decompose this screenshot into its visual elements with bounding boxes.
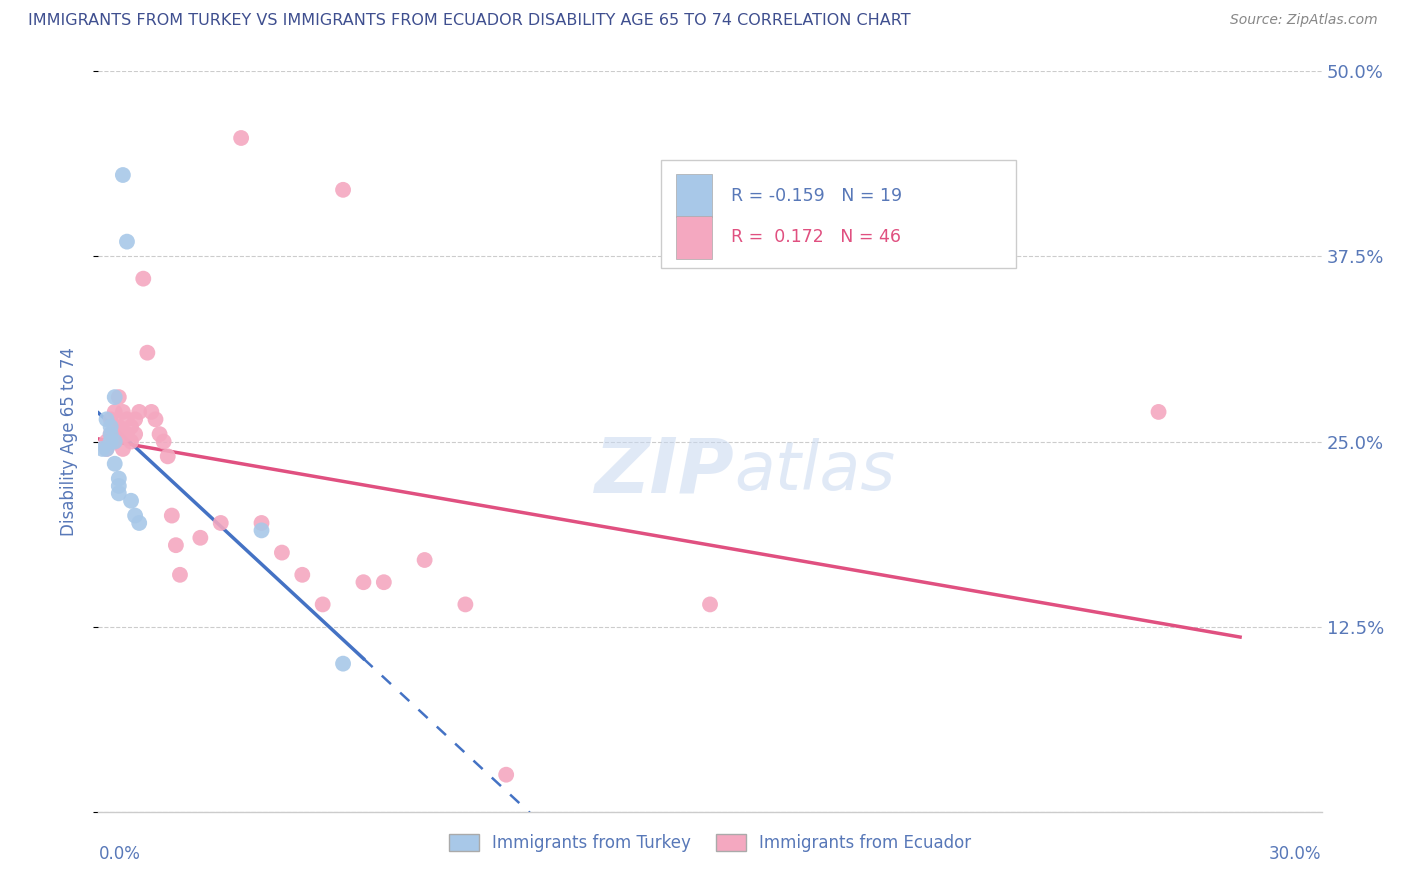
Point xyxy=(188,531,212,545)
Point xyxy=(120,419,142,434)
Text: 0.0%: 0.0% xyxy=(98,845,141,863)
Text: atlas: atlas xyxy=(734,438,896,504)
Text: R = -0.159   N = 19: R = -0.159 N = 19 xyxy=(731,186,903,205)
Point xyxy=(96,412,118,426)
Point xyxy=(128,405,150,419)
Point xyxy=(115,235,138,249)
Point xyxy=(128,516,150,530)
Point xyxy=(454,598,477,612)
Point xyxy=(96,442,118,456)
Point xyxy=(96,442,118,456)
Point xyxy=(312,598,335,612)
Point xyxy=(250,524,273,538)
Point xyxy=(145,412,167,426)
Y-axis label: Disability Age 65 to 74: Disability Age 65 to 74 xyxy=(59,347,77,536)
Point xyxy=(115,412,138,426)
Point xyxy=(100,434,122,449)
Point xyxy=(100,412,122,426)
Point xyxy=(124,412,146,426)
Point xyxy=(108,471,131,485)
Point xyxy=(270,546,294,560)
Point xyxy=(132,271,155,285)
Point xyxy=(104,405,127,419)
Point xyxy=(111,168,134,182)
Point xyxy=(124,427,146,442)
Bar xyxy=(676,174,713,218)
Point xyxy=(124,508,146,523)
Point xyxy=(108,427,131,442)
Point xyxy=(115,427,138,442)
Point xyxy=(104,419,127,434)
Point xyxy=(100,427,122,442)
Text: IMMIGRANTS FROM TURKEY VS IMMIGRANTS FROM ECUADOR DISABILITY AGE 65 TO 74 CORREL: IMMIGRANTS FROM TURKEY VS IMMIGRANTS FRO… xyxy=(28,13,911,29)
Point xyxy=(152,434,174,449)
Point xyxy=(111,442,134,456)
Bar xyxy=(676,216,713,259)
Point xyxy=(104,390,127,404)
Point xyxy=(104,434,127,449)
Point xyxy=(108,479,131,493)
Point xyxy=(111,427,134,442)
Point xyxy=(413,553,436,567)
Point xyxy=(91,442,114,456)
Point xyxy=(104,434,127,449)
Text: R =  0.172   N = 46: R = 0.172 N = 46 xyxy=(731,228,901,246)
Point xyxy=(156,450,179,464)
Point xyxy=(169,567,191,582)
Point xyxy=(250,516,273,530)
Point xyxy=(231,131,253,145)
Point xyxy=(104,457,127,471)
Point xyxy=(108,419,131,434)
Point xyxy=(373,575,395,590)
Point xyxy=(699,598,721,612)
Point xyxy=(160,508,183,523)
Text: ZIP: ZIP xyxy=(595,434,734,508)
Point xyxy=(111,405,134,419)
Point xyxy=(100,419,122,434)
Point xyxy=(120,434,142,449)
Point xyxy=(108,390,131,404)
Text: 30.0%: 30.0% xyxy=(1270,845,1322,863)
Point xyxy=(120,493,142,508)
Point xyxy=(352,575,374,590)
Point xyxy=(1147,405,1170,419)
Point xyxy=(209,516,232,530)
Point xyxy=(136,345,159,359)
Legend: Immigrants from Turkey, Immigrants from Ecuador: Immigrants from Turkey, Immigrants from … xyxy=(441,828,979,859)
Point xyxy=(291,567,314,582)
Point xyxy=(165,538,187,552)
Point xyxy=(495,767,517,781)
Point xyxy=(100,434,122,449)
Text: Source: ZipAtlas.com: Source: ZipAtlas.com xyxy=(1230,13,1378,28)
Point xyxy=(149,427,172,442)
Point xyxy=(108,486,131,500)
Point xyxy=(96,434,118,449)
Point xyxy=(332,183,354,197)
Point xyxy=(141,405,163,419)
Point xyxy=(100,427,122,442)
FancyBboxPatch shape xyxy=(661,161,1015,268)
Point xyxy=(332,657,354,671)
